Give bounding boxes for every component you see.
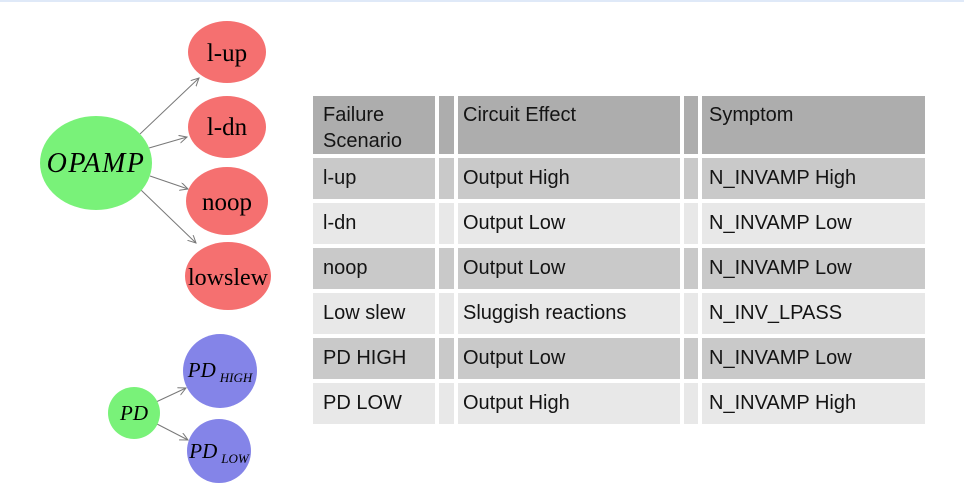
edge-opamp-lowslew	[140, 189, 196, 243]
edge-opamp-lup	[139, 78, 199, 135]
pd-label: PD	[119, 401, 148, 425]
edge-pd-pdlow	[156, 423, 188, 440]
cell-symptom: N_INVAMP High	[702, 158, 925, 199]
pd-low-circle	[187, 419, 251, 483]
cell-scenario: PD HIGH	[313, 338, 435, 379]
node-opamp: OPAMP	[40, 116, 152, 210]
header-cell-symptom: Symptom	[702, 96, 925, 154]
opamp-ellipse	[40, 116, 152, 210]
cell-symptom: N_INV_LPASS	[702, 293, 925, 334]
header-cell-failure-scenario: Failure Scenario	[313, 96, 435, 154]
ldn-label: l-dn	[207, 114, 248, 141]
pd-high-label: PD HIGH	[187, 358, 253, 385]
node-ldn: l-dn	[188, 96, 266, 158]
spacer-cell	[439, 203, 454, 244]
lowslew-ellipse	[185, 242, 271, 310]
noop-label: noop	[202, 189, 252, 216]
cell-scenario: l-dn	[313, 203, 435, 244]
cell-symptom: N_INVAMP Low	[702, 203, 925, 244]
spacer-cell	[684, 158, 698, 199]
ldn-ellipse	[188, 96, 266, 158]
cell-effect: Sluggish reactions	[458, 293, 680, 334]
cell-effect: Output High	[458, 383, 680, 424]
pd-low-label: PD LOW	[188, 439, 250, 466]
header-spacer	[439, 96, 454, 154]
noop-ellipse	[186, 167, 268, 235]
node-lowslew: lowslew	[185, 242, 271, 310]
spacer-cell	[684, 338, 698, 379]
cell-effect: Output Low	[458, 248, 680, 289]
cell-symptom: N_INVAMP High	[702, 383, 925, 424]
spacer-cell	[684, 203, 698, 244]
node-pd-low: PD LOW	[187, 419, 251, 483]
spacer-cell	[684, 293, 698, 334]
spacer-cell	[439, 293, 454, 334]
fault-tree-diagram: OPAMP l-up l-dn noop lowslew PD	[40, 21, 271, 483]
spacer-cell	[439, 383, 454, 424]
opamp-label: OPAMP	[47, 148, 146, 179]
top-accent-line	[0, 0, 964, 2]
cell-scenario: noop	[313, 248, 435, 289]
lowslew-label: lowslew	[188, 265, 269, 291]
node-lup: l-up	[188, 21, 266, 83]
pd-high-circle	[183, 334, 257, 408]
spacer-cell	[439, 248, 454, 289]
edge-opamp-noop	[149, 175, 188, 189]
spacer-cell	[684, 383, 698, 424]
spacer-cell	[684, 248, 698, 289]
pd-circle	[108, 387, 160, 439]
cell-scenario: Low slew	[313, 293, 435, 334]
edge-pd-pdhigh	[155, 388, 186, 403]
cell-symptom: N_INVAMP Low	[702, 248, 925, 289]
spacer-cell	[439, 338, 454, 379]
header-spacer	[684, 96, 698, 154]
cell-effect: Output Low	[458, 338, 680, 379]
edge-opamp-ldn	[148, 137, 187, 149]
cell-effect: Output Low	[458, 203, 680, 244]
cell-symptom: N_INVAMP Low	[702, 338, 925, 379]
node-noop: noop	[186, 167, 268, 235]
cell-scenario: l-up	[313, 158, 435, 199]
failure-table: Failure Scenario Circuit Effect Symptom …	[313, 96, 925, 424]
node-pd: PD	[108, 387, 160, 439]
cell-effect: Output High	[458, 158, 680, 199]
node-pd-high: PD HIGH	[183, 334, 257, 408]
lup-label: l-up	[207, 40, 247, 67]
header-cell-circuit-effect: Circuit Effect	[458, 96, 680, 154]
lup-ellipse	[188, 21, 266, 83]
cell-scenario: PD LOW	[313, 383, 435, 424]
spacer-cell	[439, 158, 454, 199]
